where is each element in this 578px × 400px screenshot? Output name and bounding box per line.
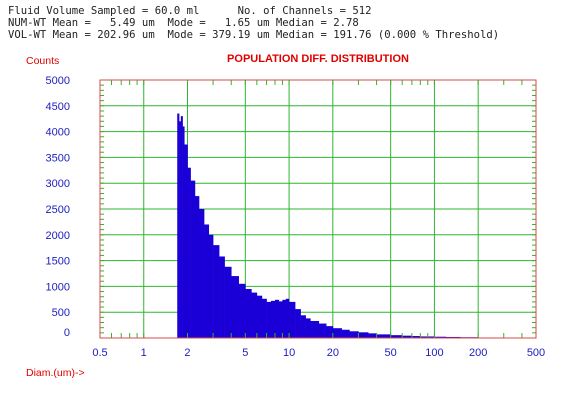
histogram-bar	[305, 318, 311, 338]
x-axis-label: Diam.(um)->	[26, 367, 85, 379]
histogram-bar	[231, 276, 239, 338]
histogram-bar	[182, 126, 185, 338]
header-line-num-wt: NUM-WT Mean = 5.49 um Mode = 1.65 um Med…	[8, 17, 359, 29]
histogram-bar	[251, 292, 258, 338]
histogram-bar	[368, 333, 377, 338]
y-tick-label: 3000	[46, 178, 70, 190]
histogram-bar	[318, 323, 327, 338]
histogram-bar	[411, 336, 421, 338]
histogram-bar	[274, 299, 280, 338]
header-line-vol-wt: VOL-WT Mean = 202.96 um Mode = 379.19 um…	[8, 29, 500, 41]
minor-ticks-layer	[99, 79, 537, 339]
histogram-bar	[376, 334, 391, 338]
x-tick-labels: 0.5 1 2 5 10 20 50 100 200 500	[92, 347, 545, 359]
chart-title: POPULATION DIFF. DISTRIBUTION	[227, 53, 409, 65]
histogram-bar	[445, 336, 461, 338]
histogram-bar	[179, 121, 182, 338]
x-tick-label: 2	[184, 347, 190, 359]
histogram-bar	[194, 196, 200, 338]
histogram-bar	[177, 113, 180, 338]
y-tick-label: 2000	[46, 230, 70, 242]
histogram-bar	[187, 167, 191, 338]
histogram-bar	[224, 266, 232, 338]
histogram-bar	[180, 116, 183, 339]
histogram-bar	[341, 329, 350, 338]
grid-layer	[100, 80, 536, 338]
histogram-bar	[295, 309, 301, 338]
x-tick-label: 10	[283, 347, 295, 359]
histogram-bar	[282, 299, 287, 338]
histogram-bar	[285, 298, 290, 338]
y-tick-label: 3500	[46, 152, 70, 164]
header-line-fluid-volume: Fluid Volume Sampled = 60.0 ml No. of Ch…	[8, 5, 372, 17]
histogram-bar	[278, 301, 283, 338]
histogram-bar	[270, 300, 276, 338]
histogram-bar	[434, 336, 447, 338]
y-tick-label: 1000	[46, 281, 70, 293]
histogram-bar	[261, 298, 267, 338]
histogram-bar	[245, 288, 252, 338]
bars-layer	[177, 113, 525, 339]
y-tick-label: 1500	[46, 256, 70, 268]
y-tick-label: 4500	[46, 101, 70, 113]
x-tick-label: 100	[425, 347, 443, 359]
histogram-bar	[208, 234, 214, 338]
y-tick-labels: 0 500 1000 1500 2000 2500 3000 3500 4000 4500 5000	[46, 75, 70, 339]
histogram-bar	[219, 256, 225, 338]
x-tick-label: 50	[385, 347, 397, 359]
x-tick-label: 200	[469, 347, 487, 359]
histogram-bar	[402, 335, 413, 338]
histogram-bar	[199, 209, 205, 338]
histogram-bar	[266, 301, 272, 338]
x-tick-label: 20	[327, 347, 339, 359]
y-tick-label: 4000	[46, 127, 70, 139]
histogram-bar	[289, 301, 296, 338]
y-tick-label: 500	[52, 307, 70, 319]
histogram-bar	[326, 326, 334, 338]
histogram-bar	[213, 245, 220, 338]
y-tick-label: 5000	[46, 75, 70, 87]
x-tick-label: 5	[242, 347, 248, 359]
histogram-bar	[256, 295, 263, 338]
histogram-bar	[300, 315, 306, 338]
x-tick-label: 1	[141, 347, 147, 359]
histogram-bar	[238, 283, 246, 338]
histogram-bar	[204, 224, 210, 338]
histogram-bar	[349, 331, 359, 338]
histogram-bar	[184, 144, 188, 338]
y-tick-label: 2500	[46, 204, 70, 216]
histogram-bar	[332, 328, 342, 338]
histogram-bar	[390, 335, 403, 338]
histogram-bar	[358, 332, 369, 338]
x-tick-label: 0.5	[92, 347, 107, 359]
plot-frame	[99, 79, 537, 339]
y-tick-label: 0	[64, 327, 70, 339]
x-tick-label: 500	[527, 347, 545, 359]
histogram-bar	[190, 180, 196, 338]
histogram-bar	[310, 320, 320, 338]
y-axis-label: Counts	[26, 55, 59, 67]
